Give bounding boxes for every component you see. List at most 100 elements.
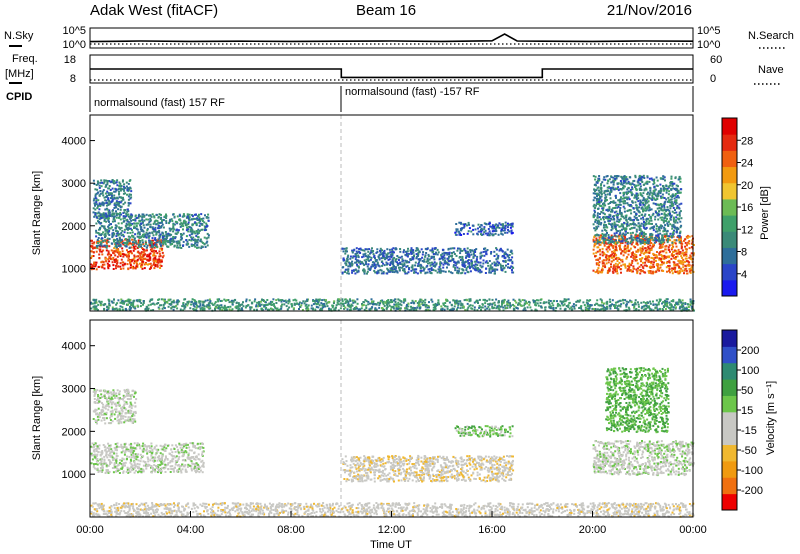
power-cell (187, 216, 190, 219)
power-cell (118, 204, 121, 207)
power-cell (406, 250, 409, 253)
power-cell (169, 242, 172, 245)
power-cell (102, 204, 105, 207)
power-cell (115, 197, 117, 200)
power-cell (115, 246, 118, 249)
power-cell (139, 255, 142, 258)
power-cell (481, 254, 484, 257)
power-cell (457, 260, 460, 263)
power-cell (684, 257, 687, 260)
power-cell (158, 252, 161, 255)
power-cell (483, 254, 486, 257)
power-cell (635, 233, 637, 236)
power-cell (180, 247, 183, 249)
power-cell (424, 271, 427, 274)
power-cell (196, 235, 199, 238)
power-cell (656, 214, 659, 217)
power-cell (608, 244, 611, 247)
power-cell (667, 246, 670, 249)
power-cell (640, 235, 643, 238)
power-cell (102, 231, 105, 234)
power-cell (685, 269, 688, 272)
power-cell (601, 267, 604, 270)
noise-panel-frame (89, 27, 694, 49)
power-cell (108, 229, 111, 232)
power-cell (406, 255, 409, 258)
power-cell (126, 241, 129, 244)
power-cell (130, 243, 133, 246)
power-cell (147, 218, 150, 221)
power-cell (461, 263, 464, 266)
power-cell (389, 267, 392, 270)
power-cell (643, 177, 646, 179)
power-cell (111, 226, 113, 229)
power-cell (139, 258, 142, 261)
power-cell (552, 300, 555, 303)
power-cell (651, 236, 654, 239)
power-cell (121, 240, 124, 242)
power-cell (119, 240, 122, 243)
power-cell (107, 197, 110, 200)
power-cell (207, 236, 210, 239)
power-cell (169, 218, 172, 221)
power-cell (98, 248, 101, 251)
power-cell (120, 213, 123, 216)
power-cell (424, 255, 427, 258)
power-cell (602, 304, 605, 307)
power-cell (644, 238, 647, 241)
power-cell (637, 222, 640, 225)
power-cell (508, 230, 511, 233)
power-cell (465, 256, 467, 259)
power-cell (189, 228, 192, 231)
power-cell (177, 242, 180, 245)
power-cell (668, 267, 671, 269)
power-cell (159, 247, 162, 250)
power-cell (475, 260, 478, 263)
power-cell (162, 226, 165, 229)
power-cell (658, 210, 661, 213)
power-cell (313, 300, 316, 302)
power-cell (489, 232, 492, 235)
power-cell (255, 308, 258, 311)
power-cell (645, 236, 648, 239)
power-cell (473, 264, 476, 267)
power-cell (556, 300, 558, 303)
power-cell (497, 256, 500, 259)
power-cell (600, 271, 603, 274)
power-cell (502, 264, 504, 267)
power-cell (617, 205, 620, 208)
power-cell (151, 239, 154, 242)
power-cell (106, 190, 109, 193)
power-cell (629, 217, 632, 220)
power-cell (604, 178, 607, 181)
power-cell (344, 250, 347, 252)
power-cell (161, 223, 164, 226)
power-cell (175, 229, 178, 232)
power-cell (366, 248, 369, 251)
power-cell (108, 260, 111, 263)
power-cell (625, 196, 628, 199)
power-cell (644, 258, 647, 261)
power-cell (618, 239, 621, 242)
power-cell (649, 222, 651, 225)
power-cell (665, 191, 668, 194)
power-cell (607, 216, 610, 219)
power-cell (142, 236, 145, 239)
power-cell (597, 272, 600, 275)
power-cell (114, 245, 117, 248)
power-cell (381, 307, 383, 309)
power-cell (658, 236, 660, 239)
power-cell (448, 255, 450, 258)
power-cell (94, 203, 97, 206)
power-cell (680, 244, 683, 247)
power-cell (610, 265, 612, 268)
power-cell (456, 269, 459, 272)
power-cell (451, 254, 454, 257)
power-cell (663, 176, 666, 179)
power-cell (678, 203, 681, 206)
power-cell (382, 252, 385, 255)
power-cell (621, 236, 624, 239)
power-cell (112, 234, 115, 237)
power-cell (661, 216, 664, 219)
power-cell (600, 193, 603, 196)
